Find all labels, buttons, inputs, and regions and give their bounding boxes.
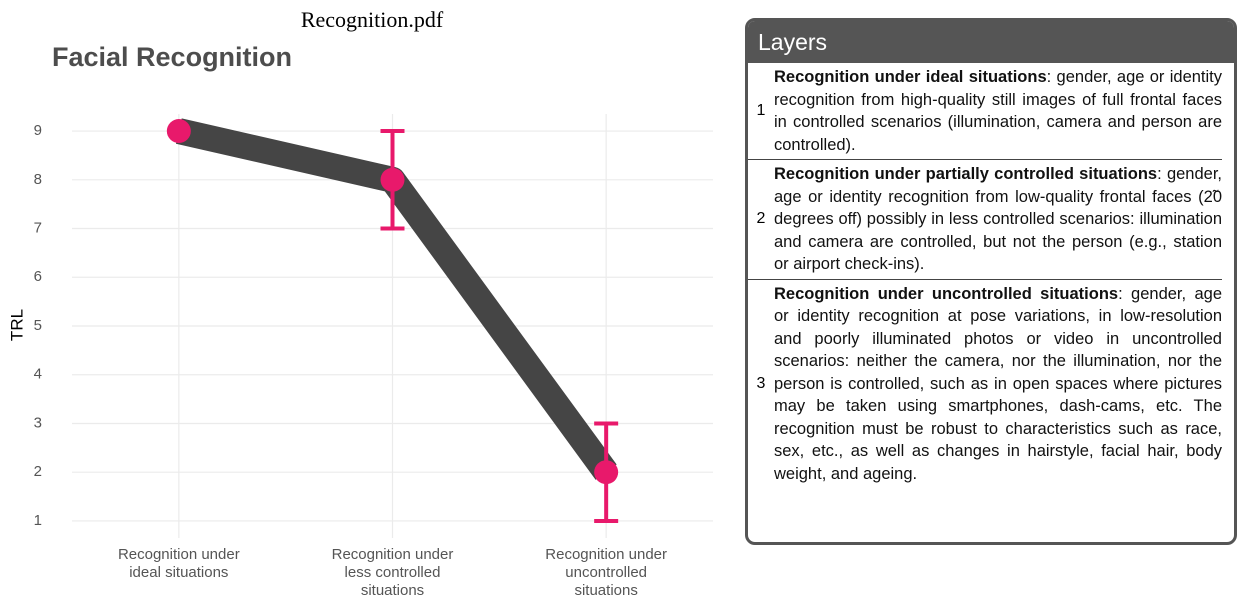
x-tick-label: Recognition under ideal situations bbox=[117, 546, 240, 581]
layer-number: 3 bbox=[756, 374, 766, 392]
y-axis-label: TRL bbox=[7, 309, 26, 341]
x-tick-label: Recognition under uncontrolled situation… bbox=[545, 546, 668, 599]
layer-description: : gender, age or identity recognition at… bbox=[774, 284, 1222, 483]
layer-text: Recognition under uncontrolled situation… bbox=[774, 283, 1222, 486]
layer-heading: Recognition under partially controlled s… bbox=[774, 165, 1158, 183]
y-tick-label: 4 bbox=[34, 366, 42, 383]
layer-number: 2 bbox=[756, 210, 766, 228]
layer-row: 2 Recognition under partially controlled … bbox=[748, 160, 1222, 280]
y-tick-label: 9 bbox=[34, 122, 42, 139]
y-tick-label: 8 bbox=[34, 171, 42, 188]
point bbox=[594, 460, 619, 485]
layer-heading: Recognition under ideal situations bbox=[774, 68, 1047, 86]
panel-rows: 1 Recognition under ideal situations: gen… bbox=[748, 63, 1234, 488]
y-tick-label: 6 bbox=[34, 268, 42, 285]
chart: Recognition.pdf Facial Recognition TRL 1… bbox=[7, 7, 713, 538]
y-tick-label: 7 bbox=[34, 219, 42, 236]
layer-row: 1 Recognition under ideal situations: gen… bbox=[748, 63, 1222, 160]
layer-text: Recognition under partially controlled s… bbox=[774, 163, 1222, 276]
layer-row: 3 Recognition under uncontrolled situatio… bbox=[748, 280, 1222, 489]
point bbox=[166, 119, 191, 144]
layer-description: : gender, age or identity recognition fr… bbox=[774, 68, 1223, 154]
layer-description: : gender, age or identity recognition fr… bbox=[774, 165, 1222, 273]
y-tick-label: 3 bbox=[34, 414, 42, 431]
layer-text: Recognition under ideal situations: gend… bbox=[774, 66, 1222, 156]
page-title: Recognition.pdf bbox=[301, 7, 444, 32]
y-tick-label: 2 bbox=[34, 463, 42, 480]
x-tick-label: Recognition under less controlled situat… bbox=[331, 546, 454, 599]
chart-title: Facial Recognition bbox=[52, 42, 292, 72]
y-tick-label: 5 bbox=[34, 317, 42, 334]
layer-heading: Recognition under uncontrolled situation… bbox=[774, 284, 1119, 303]
y-tick-label: 1 bbox=[34, 512, 42, 529]
layer-number: 1 bbox=[756, 102, 766, 119]
panel-title: Layers bbox=[748, 21, 1234, 63]
layers-panel: Layers 1 Recognition under ideal situatio… bbox=[745, 18, 1237, 545]
point bbox=[380, 167, 405, 192]
